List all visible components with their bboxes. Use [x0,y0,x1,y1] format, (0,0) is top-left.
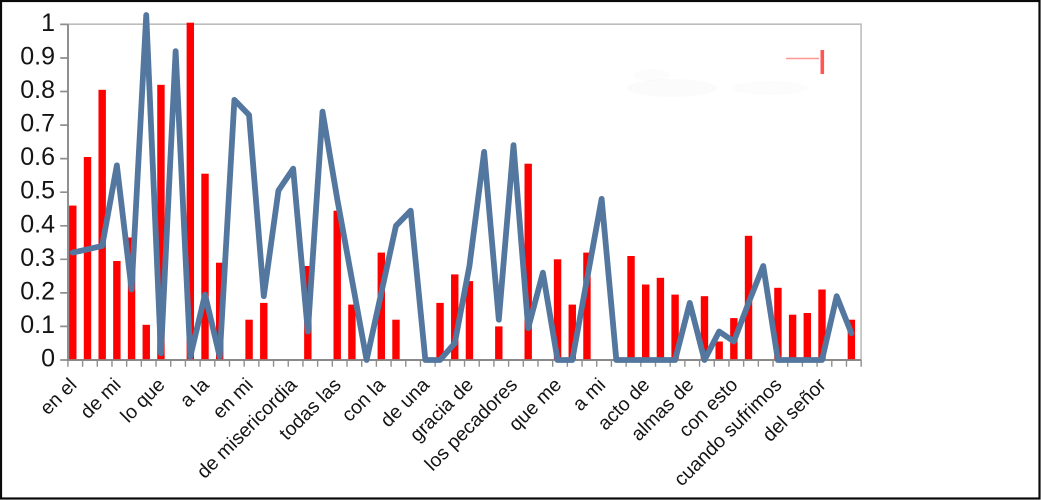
svg-text:0.1: 0.1 [20,311,55,339]
svg-text:0.2: 0.2 [20,277,55,305]
svg-text:0.7: 0.7 [20,110,55,138]
svg-text:0.8: 0.8 [20,76,55,104]
svg-text:0.9: 0.9 [20,43,55,71]
svg-text:0.4: 0.4 [20,210,55,238]
svg-text:0.6: 0.6 [20,143,55,171]
svg-text:0.5: 0.5 [20,177,55,205]
svg-text:0: 0 [41,345,55,373]
svg-text:0.3: 0.3 [20,244,55,272]
svg-text:1: 1 [41,9,55,37]
